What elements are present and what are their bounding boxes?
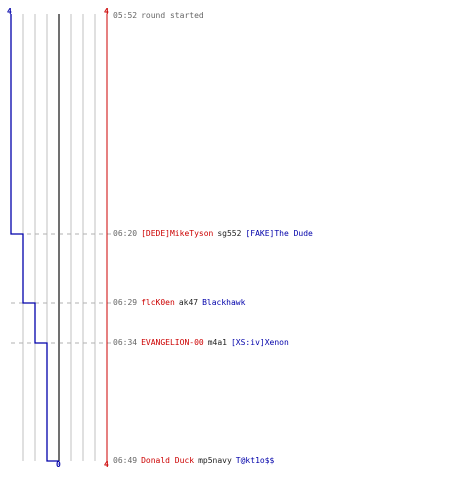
red-score-bottom: 4: [104, 460, 109, 469]
weapon-name: ak47: [178, 298, 199, 307]
victim-name: T@kt1o$$: [235, 456, 275, 465]
event-time: 06:20: [113, 229, 138, 238]
victim-name: Blackhawk: [202, 298, 246, 307]
event-time: 06:49: [113, 456, 138, 465]
killer-name: EVANGELION-00: [141, 338, 204, 347]
event-time: 05:52: [113, 11, 138, 20]
weapon-name: mp5navy: [198, 456, 232, 465]
event-row: 06:29 flcK0en ak47 Blackhawk: [113, 298, 249, 308]
event-time: 06:34: [113, 338, 138, 347]
event-row: 06:49 Donald Duck mp5navy T@kt1o$$: [113, 456, 278, 466]
weapon-name: sg552: [217, 229, 242, 238]
event-note: round started: [141, 11, 204, 20]
red-score-top: 4: [104, 7, 109, 16]
event-row: 06:20 [DEDE]MikeTyson sg552 [FAKE]The Dude: [113, 229, 317, 239]
victim-name: [XS:iv]Xenon: [230, 338, 289, 347]
event-row: 06:34 EVANGELION-00 m4a1 [XS:iv]Xenon: [113, 338, 293, 348]
weapon-name: m4a1: [207, 338, 227, 347]
victim-name: [FAKE]The Dude: [245, 229, 313, 238]
event-time: 06:29: [113, 298, 138, 307]
blue-score-top: 4: [7, 7, 12, 16]
blue-team-step-line: [10, 14, 59, 462]
killer-name: Donald Duck: [141, 456, 195, 465]
event-row: 05:52 round started: [113, 11, 208, 21]
killer-name: [DEDE]MikeTyson: [141, 229, 214, 238]
blue-score-bottom: 0: [56, 460, 61, 469]
killer-name: flcK0en: [141, 298, 175, 307]
